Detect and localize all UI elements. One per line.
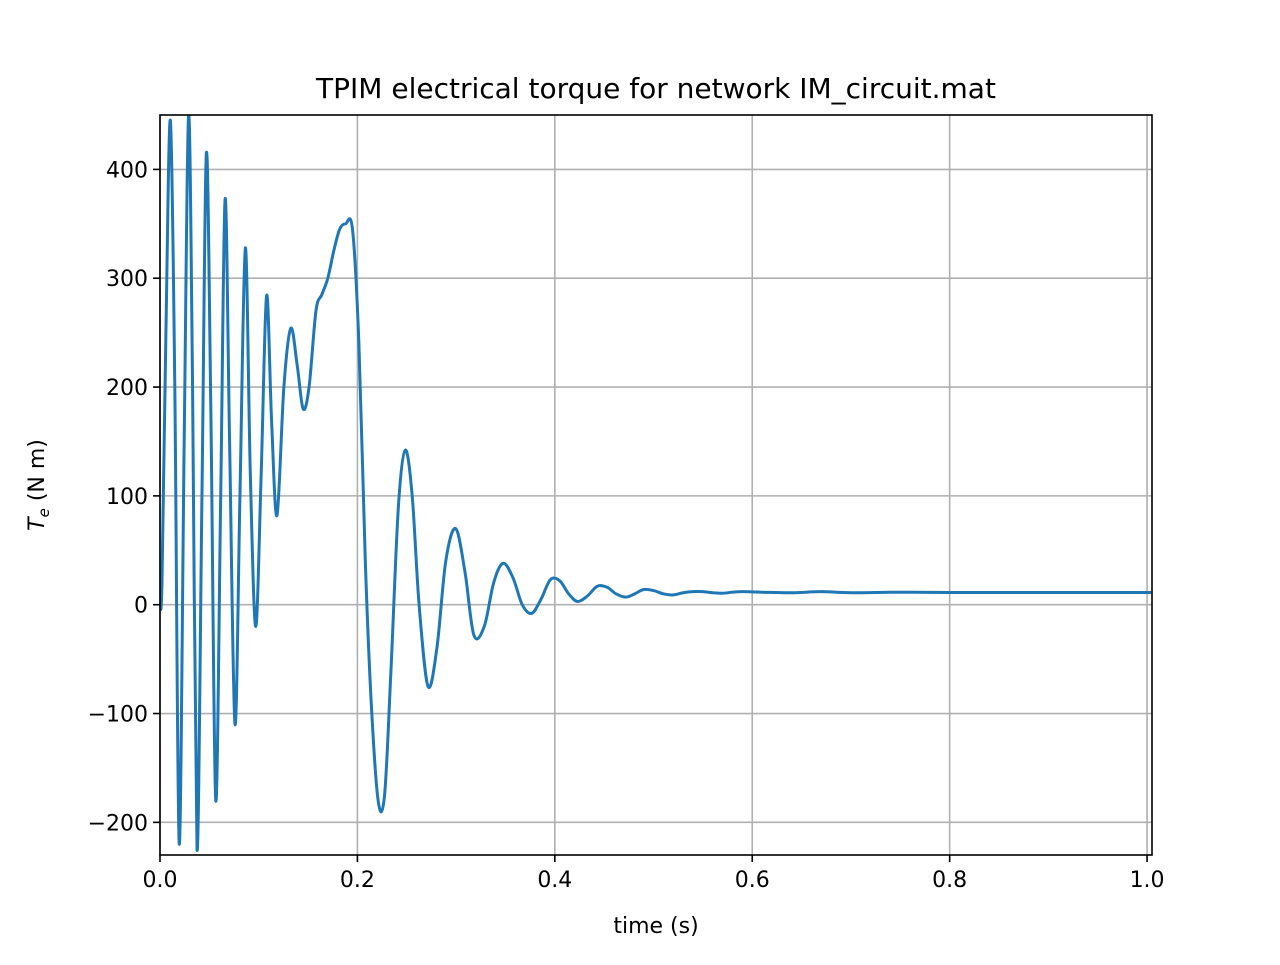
y-tick-label: 200 [106,376,148,401]
y-axis-label-unit: (N m) [25,439,50,508]
y-tick-label: 400 [106,158,148,183]
x-tick-label: 1.0 [1130,868,1165,893]
x-tick-label: 0.2 [340,868,375,893]
plot-area [160,115,1152,852]
y-tick-label: 300 [106,267,148,292]
y-tick-label: −100 [88,703,148,728]
grid [159,115,1152,855]
chart-title: TPIM electrical torque for network IM_ci… [315,72,996,105]
series-line [160,115,1152,852]
y-axis-label: Te (N m) [25,439,53,531]
y-tick-label: 0 [134,594,148,619]
ticks: 0.0 0.2 0.4 0.6 0.8 1.0 −200 −100 0 100 200 300 400 [88,158,1165,893]
axes-frame [159,114,1153,856]
y-tick-label: −200 [88,811,148,836]
x-tick-label: 0.4 [537,868,572,893]
y-axis-label-subscript: e [35,508,53,517]
x-tick-label: 0.8 [932,868,967,893]
x-axis-label: time (s) [613,914,698,939]
x-tick-label: 0.0 [143,868,178,893]
y-tick-label: 100 [106,485,148,510]
x-tick-label: 0.6 [735,868,770,893]
y-axis-label-symbol: T [25,516,50,531]
